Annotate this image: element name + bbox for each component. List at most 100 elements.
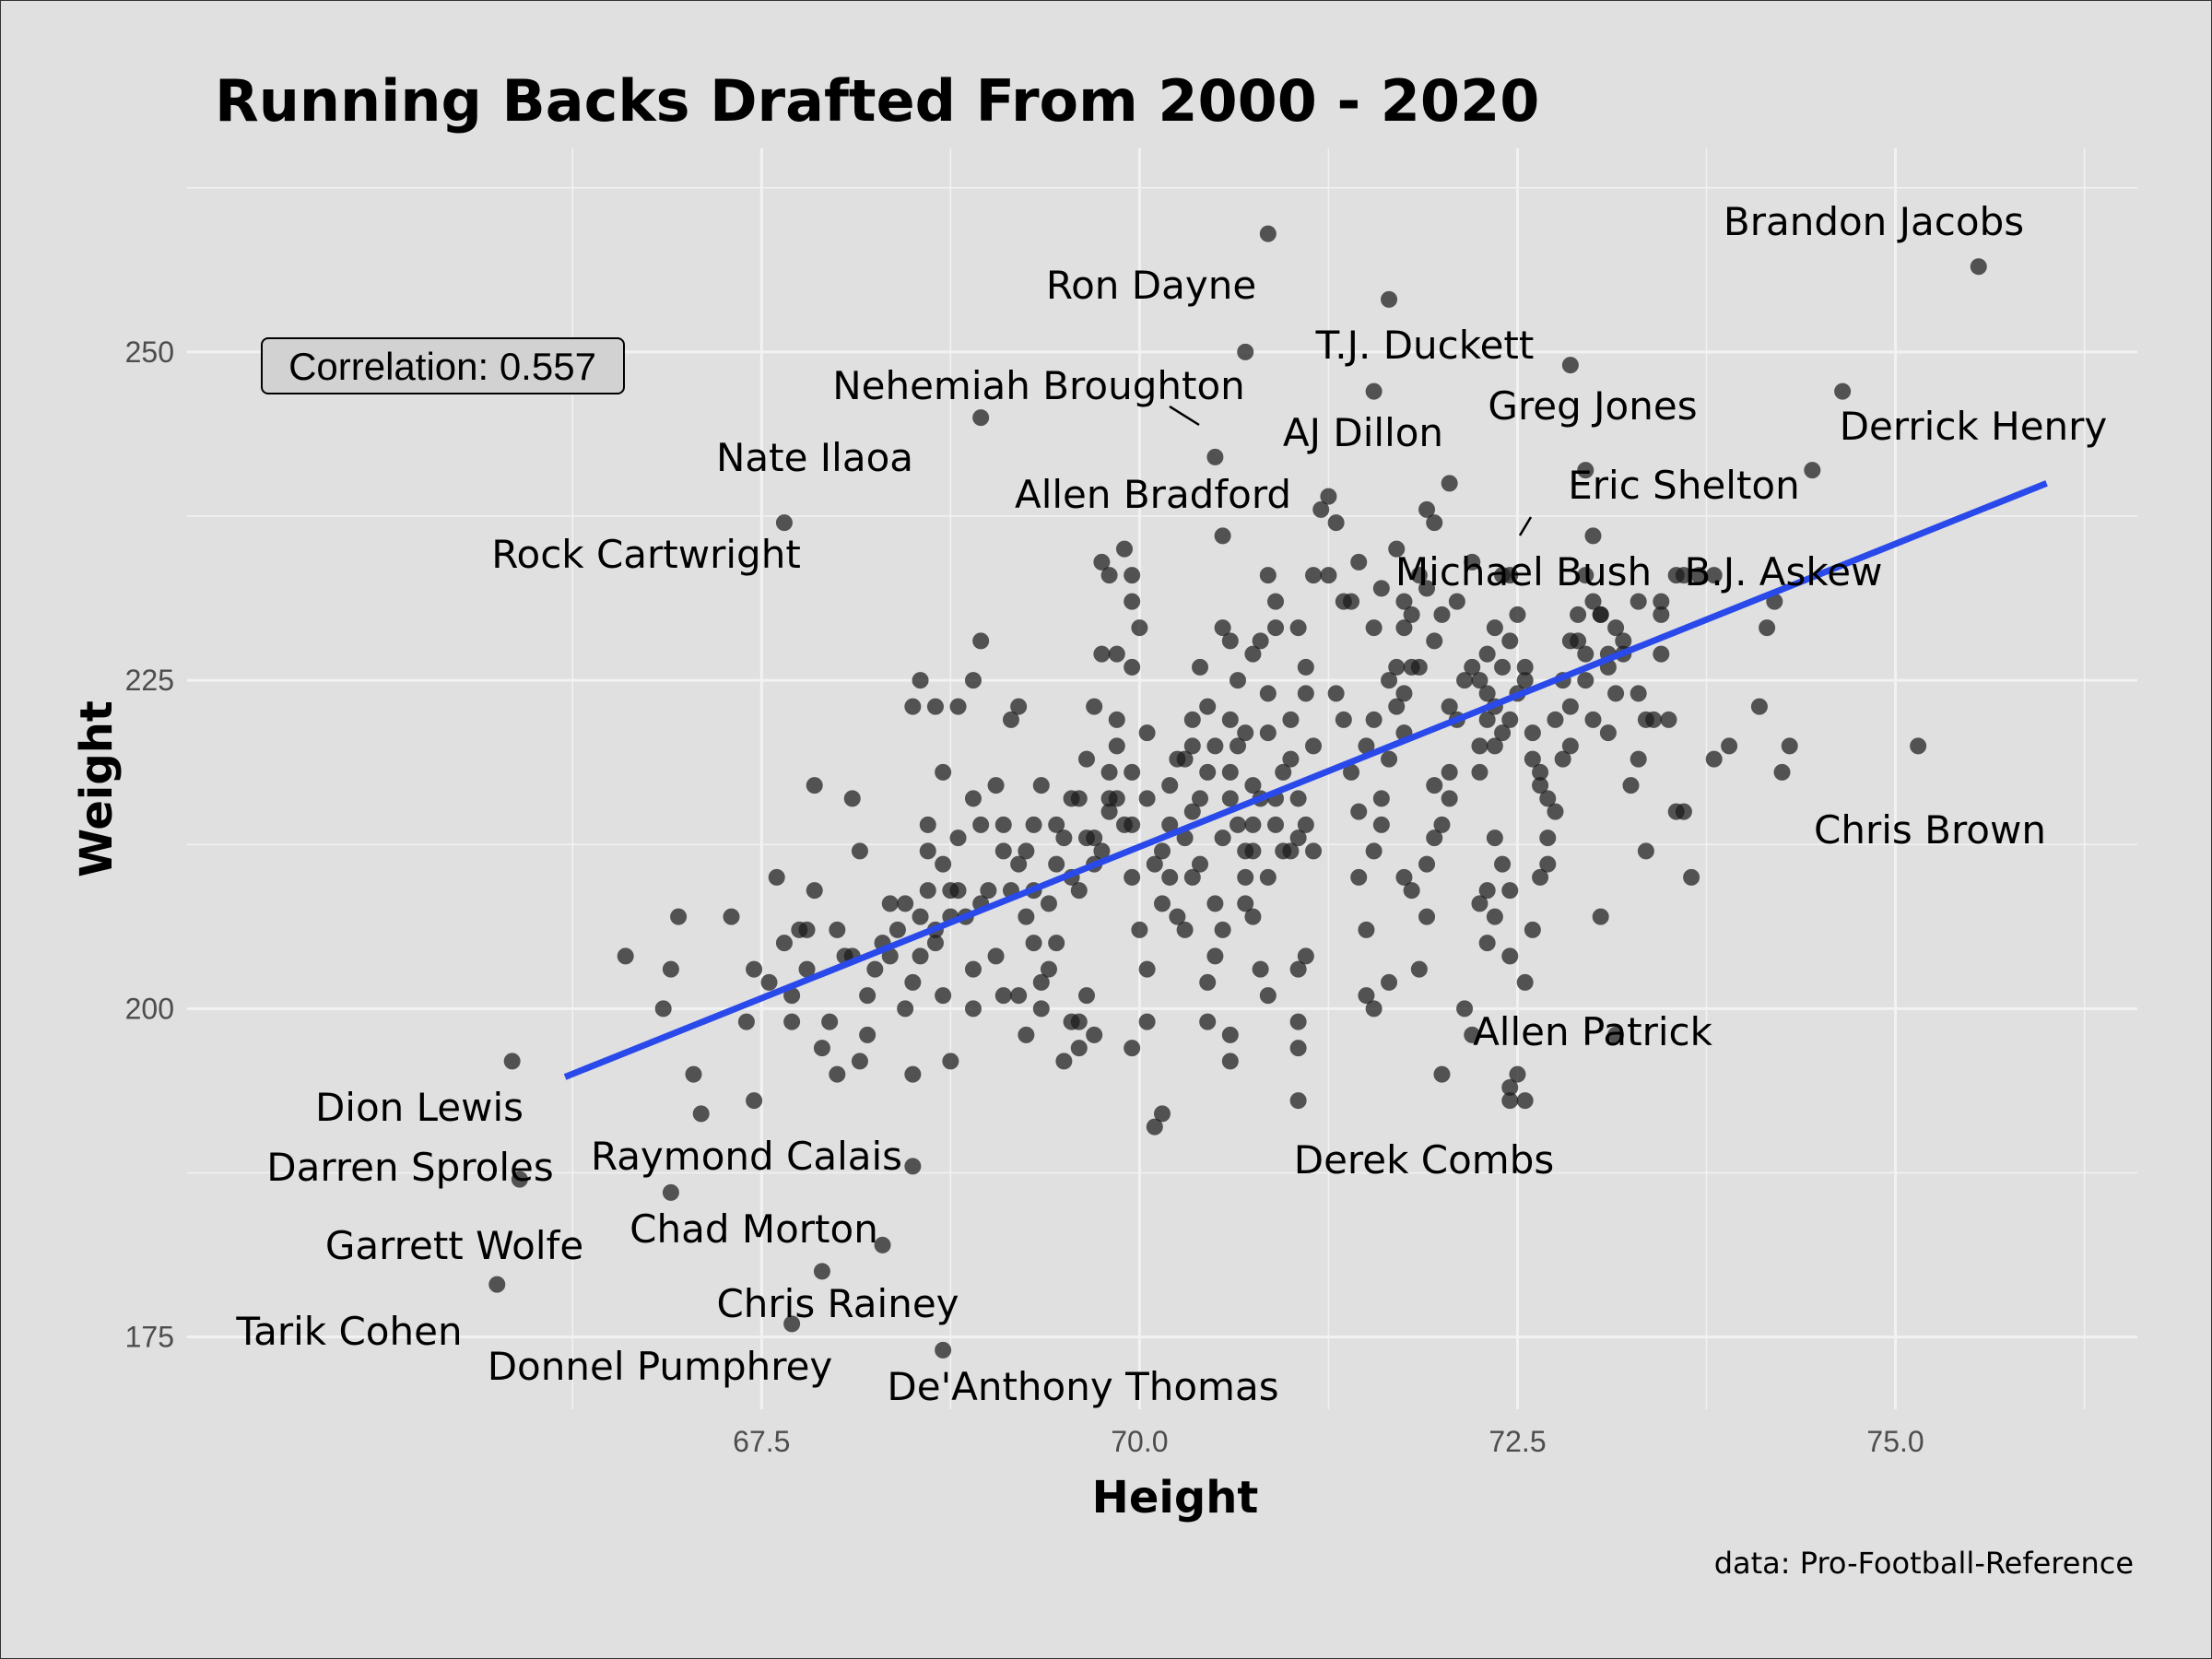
data-point <box>1259 225 1277 242</box>
chart-title: Running Backs Drafted From 2000 - 2020 <box>215 67 1539 135</box>
data-point <box>912 947 929 965</box>
data-point <box>1577 567 1594 584</box>
data-point <box>1244 645 1262 663</box>
data-point <box>1494 855 1512 873</box>
data-point <box>1358 987 1375 1005</box>
data-point <box>1350 803 1368 820</box>
data-point <box>1501 711 1519 728</box>
data-point <box>1630 685 1647 702</box>
data-point <box>1086 698 1103 715</box>
data-point <box>1305 737 1323 755</box>
data-point <box>866 960 884 978</box>
data-point <box>897 895 914 912</box>
data-point <box>897 1000 914 1018</box>
data-point <box>1501 882 1519 900</box>
y-axis-title: Weight <box>71 700 123 877</box>
data-point <box>1577 645 1594 663</box>
data-point <box>1002 711 1019 728</box>
data-point <box>1267 816 1285 833</box>
data-point <box>1259 868 1277 886</box>
data-point <box>806 777 823 794</box>
data-point <box>1705 567 1723 584</box>
data-point <box>912 908 929 925</box>
data-point <box>1675 567 1692 584</box>
data-point <box>926 698 944 715</box>
data-point <box>1230 816 1247 833</box>
data-point <box>1834 382 1852 400</box>
point-label: Nate Ilaoa <box>716 435 913 480</box>
data-point <box>1759 619 1776 637</box>
data-point <box>1040 895 1057 912</box>
point-label: Tarik Cohen <box>235 1309 462 1354</box>
data-point <box>1289 1040 1307 1057</box>
data-point <box>1358 921 1375 938</box>
data-point <box>662 1183 679 1201</box>
data-point <box>1388 658 1406 676</box>
data-point <box>1478 882 1496 900</box>
data-point <box>942 1053 959 1070</box>
data-point <box>1138 790 1156 807</box>
data-point <box>685 1065 702 1083</box>
data-point <box>1048 935 1065 952</box>
data-point <box>1176 830 1194 847</box>
point-label: Derrick Henry <box>1840 404 2108 449</box>
data-point <box>1554 750 1571 768</box>
data-point <box>1289 619 1307 637</box>
data-point <box>1478 685 1496 702</box>
data-point <box>798 921 816 938</box>
data-point <box>987 947 1005 965</box>
data-point <box>1448 593 1465 610</box>
data-point <box>1108 645 1125 663</box>
data-point <box>1516 658 1534 676</box>
data-point <box>1494 724 1512 742</box>
data-point <box>1599 724 1617 742</box>
point-label: Raymond Calais <box>591 1134 902 1179</box>
data-point <box>1607 619 1625 637</box>
data-point <box>949 882 967 900</box>
point-label: Allen Patrick <box>1473 1009 1713 1054</box>
data-point <box>1108 790 1125 807</box>
data-point <box>1358 737 1375 755</box>
data-point <box>1471 763 1488 781</box>
data-point <box>1138 724 1156 742</box>
data-point <box>1607 1026 1625 1043</box>
data-point <box>1237 868 1254 886</box>
data-point <box>1381 973 1398 991</box>
data-point <box>964 790 982 807</box>
data-point <box>1221 1053 1239 1070</box>
data-point <box>859 1026 877 1043</box>
data-point <box>904 1158 922 1175</box>
data-point <box>1124 1040 1141 1057</box>
data-point <box>1350 553 1368 571</box>
y-tick-label: 200 <box>125 992 174 1025</box>
data-point <box>1297 685 1314 702</box>
data-point <box>1154 842 1171 860</box>
data-point <box>1010 698 1028 715</box>
point-label: De'Anthony Thomas <box>887 1364 1278 1409</box>
data-point <box>670 908 688 925</box>
data-point <box>1221 1026 1239 1043</box>
data-point <box>1237 343 1254 360</box>
data-point <box>1259 724 1277 742</box>
data-point <box>935 855 952 873</box>
data-point <box>1124 816 1141 833</box>
data-point <box>1584 527 1602 545</box>
data-point <box>617 947 634 965</box>
data-point <box>919 816 936 833</box>
data-point <box>1115 540 1133 558</box>
data-point <box>935 763 952 781</box>
data-point <box>1327 514 1345 532</box>
data-point <box>1441 698 1458 715</box>
x-tick-label: 72.5 <box>1488 1425 1546 1458</box>
data-point <box>737 1013 755 1030</box>
data-point <box>1138 960 1156 978</box>
data-point <box>888 921 906 938</box>
data-point <box>760 973 778 991</box>
data-point <box>1192 790 1209 807</box>
data-point <box>1532 777 1549 794</box>
y-tick-label: 175 <box>125 1321 174 1354</box>
data-point <box>1464 1026 1481 1043</box>
data-point <box>1048 855 1065 873</box>
point-label: Darren Sproles <box>266 1145 554 1190</box>
data-point <box>1010 855 1028 873</box>
